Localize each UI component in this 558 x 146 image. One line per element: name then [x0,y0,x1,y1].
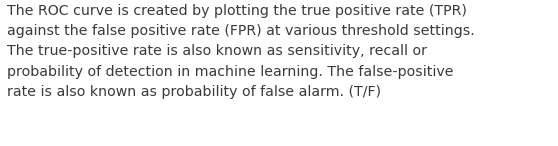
Text: The ROC curve is created by plotting the true positive rate (TPR)
against the fa: The ROC curve is created by plotting the… [7,4,474,99]
